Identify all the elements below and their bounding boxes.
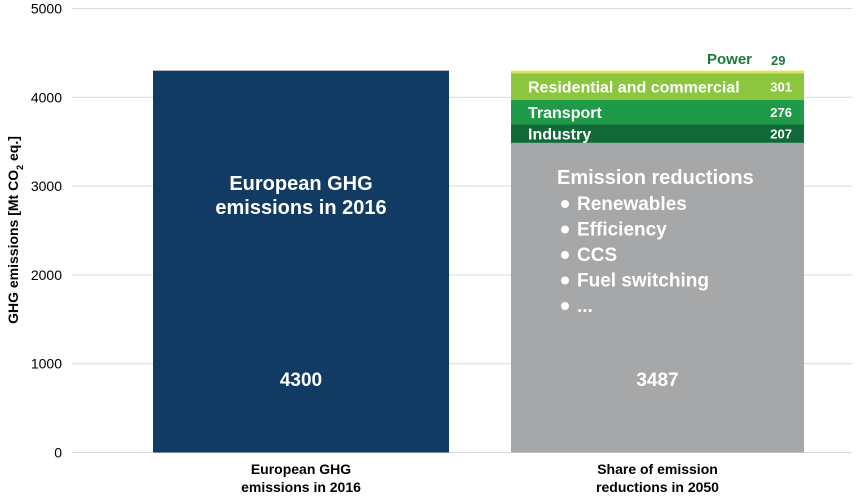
- bar-2-segment-transport: [511, 99, 804, 125]
- y-tick-label-3000: 3000: [31, 178, 62, 194]
- bar-2-value-label: 3487: [636, 370, 678, 391]
- segment-label-transport-value: 276: [770, 105, 792, 120]
- y-axis-title: GHG emissions [Mt CO2 eq.]: [5, 136, 25, 324]
- bullet-dot: [561, 225, 569, 234]
- bar-2-segment-power: [511, 70, 804, 74]
- bar-1-inner-title-line: emissions in 2016: [215, 197, 386, 219]
- y-tick-label-4000: 4000: [31, 89, 62, 105]
- y-tick-label-2000: 2000: [31, 267, 62, 283]
- bullet-item: CCS: [577, 245, 617, 266]
- bullet-item: Fuel switching: [577, 271, 709, 292]
- bullet-dot: [561, 200, 569, 208]
- y-tick-label-1000: 1000: [31, 356, 62, 372]
- x-category-label-1: European GHG: [251, 461, 351, 477]
- segment-label-industry-value: 207: [770, 127, 792, 142]
- x-category-label-2: reductions in 2050: [596, 479, 719, 495]
- bullet-dot: [561, 302, 569, 310]
- bullet-item: Efficiency: [577, 220, 667, 241]
- x-category-label-2: Share of emission: [597, 461, 718, 477]
- x-category-label-1: emissions in 2016: [241, 479, 361, 495]
- segment-label-power-value: 29: [771, 53, 785, 68]
- bar-2-segment-residential-and-commercial: [511, 73, 804, 100]
- segment-label-power-name: Power: [707, 51, 752, 68]
- y-tick-label-0: 0: [54, 445, 62, 461]
- bullet-item: ...: [577, 296, 593, 317]
- bar-1-value-label: 4300: [280, 370, 322, 391]
- segment-label-industry-name: Industry: [528, 127, 591, 144]
- bullet-dot: [561, 276, 569, 285]
- bar-1-segment-european-ghg-emissions-in-2016: [153, 70, 449, 453]
- bullet-dot: [561, 251, 569, 259]
- bar-1-inner-title-line: European GHG: [229, 173, 372, 195]
- segment-label-residential-and-commercial-value: 301: [770, 80, 792, 95]
- bar-2-segment-industry: [511, 124, 804, 143]
- bar-2-inner-title: Emission reductions: [557, 167, 754, 189]
- segment-label-transport-name: Transport: [528, 105, 602, 122]
- y-tick-label-5000: 5000: [31, 1, 62, 17]
- segment-label-residential-and-commercial-name: Residential and commercial: [528, 80, 740, 97]
- bar-2-segment-emission-reductions: [511, 142, 804, 453]
- bullet-item: Renewables: [577, 194, 687, 215]
